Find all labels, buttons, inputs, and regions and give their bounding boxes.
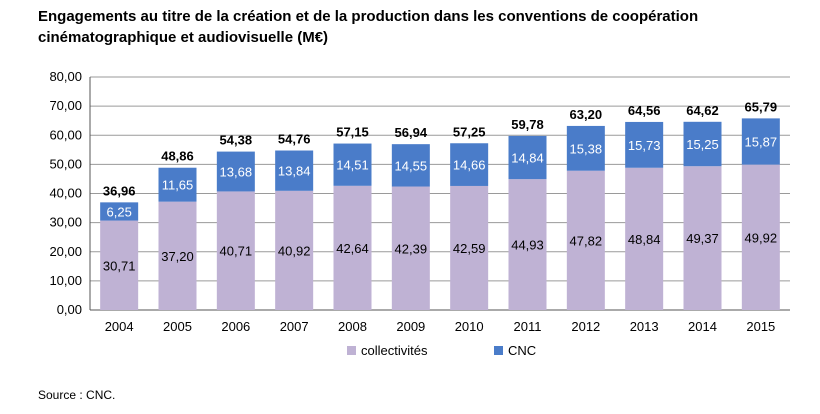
data-label-total: 54,76	[278, 132, 311, 147]
data-label-total: 36,96	[103, 183, 136, 198]
y-tick-label: 80,00	[49, 69, 82, 84]
data-label-total: 57,15	[336, 125, 369, 140]
bar-collectivites	[683, 166, 722, 310]
x-tick-label: 2011	[514, 319, 542, 334]
bar-collectivites	[275, 190, 314, 310]
data-label-cnc: 13,84	[278, 164, 311, 179]
data-label-cnc: 13,68	[220, 165, 253, 180]
x-tick-label: 2004	[105, 319, 134, 334]
bar-collectivites	[333, 185, 372, 310]
data-label-cnc: 14,66	[453, 158, 486, 173]
data-label-collectivites: 49,37	[686, 231, 719, 246]
data-label-total: 48,86	[161, 149, 194, 164]
data-label-collectivites: 42,39	[395, 241, 428, 256]
data-label-total: 54,38	[220, 133, 253, 148]
bar-cnc	[333, 143, 372, 186]
data-label-cnc: 15,25	[686, 137, 719, 152]
x-tick-label: 2010	[455, 319, 484, 334]
data-label-collectivites: 30,71	[103, 258, 136, 273]
bar-cnc	[625, 121, 664, 168]
data-label-total: 65,79	[745, 99, 778, 114]
data-label-collectivites: 42,64	[336, 241, 369, 256]
bar-collectivites	[566, 170, 605, 310]
data-label-total: 63,20	[570, 107, 603, 122]
bar-cnc	[450, 143, 489, 186]
data-label-collectivites: 48,84	[628, 232, 661, 247]
data-label-collectivites: 37,20	[161, 249, 194, 264]
data-label-cnc: 14,84	[511, 151, 544, 166]
data-label-collectivites: 44,93	[511, 238, 544, 253]
chart-title-line2: cinématographique et audiovisuelle (M€)	[38, 29, 329, 46]
bar-cnc	[216, 151, 255, 192]
y-tick-label: 60,00	[49, 127, 82, 142]
legend-item-cnc-label: CNC	[508, 343, 536, 358]
bar-cnc	[508, 135, 547, 180]
data-label-collectivites: 49,92	[745, 230, 778, 245]
bar-collectivites	[158, 201, 197, 310]
y-tick-label: 70,00	[49, 98, 82, 113]
data-label-collectivites: 47,82	[570, 233, 603, 248]
data-label-collectivites: 40,92	[278, 243, 311, 258]
bar-cnc	[158, 167, 197, 202]
bar-cnc	[566, 125, 605, 171]
x-tick-label: 2009	[396, 319, 425, 334]
chart-title: Engagements au titre de la création et d…	[38, 6, 808, 48]
bar-collectivites	[741, 164, 780, 310]
data-label-collectivites: 42,59	[453, 241, 486, 256]
x-tick-label: 2014	[688, 319, 717, 334]
bar-collectivites	[391, 186, 430, 310]
x-tick-label: 2005	[163, 319, 192, 334]
bar-cnc	[741, 118, 780, 165]
bar-cnc	[275, 150, 314, 191]
data-label-total: 57,25	[453, 124, 486, 139]
data-label-cnc: 15,38	[570, 141, 603, 156]
data-label-collectivites: 40,71	[220, 244, 253, 259]
x-tick-label: 2007	[280, 319, 309, 334]
bar-cnc	[100, 202, 139, 221]
data-label-total: 59,78	[511, 117, 544, 132]
x-tick-label: 2006	[221, 319, 250, 334]
bar-collectivites	[100, 220, 139, 310]
data-label-cnc: 6,25	[107, 204, 132, 219]
data-label-cnc: 14,55	[395, 158, 428, 173]
data-label-cnc: 15,87	[745, 134, 778, 149]
data-label-cnc: 14,51	[336, 158, 369, 173]
y-tick-label: 10,00	[49, 273, 82, 288]
data-label-total: 64,56	[628, 103, 661, 118]
y-tick-label: 40,00	[49, 186, 82, 201]
y-tick-label: 20,00	[49, 244, 82, 259]
bar-collectivites	[625, 167, 664, 310]
x-tick-label: 2013	[630, 319, 659, 334]
data-label-cnc: 15,73	[628, 138, 661, 153]
x-tick-label: 2008	[338, 319, 367, 334]
data-label-total: 56,94	[395, 125, 428, 140]
legend-item-cnc-swatch	[494, 346, 503, 355]
bar-collectivites	[216, 191, 255, 310]
bar-cnc	[683, 121, 722, 167]
data-label-total: 64,62	[686, 103, 719, 118]
x-tick-label: 2015	[746, 319, 775, 334]
legend-item-collectivites-label: collectivités	[361, 343, 428, 358]
bar-collectivites	[508, 179, 547, 310]
chart-title-line1: Engagements au titre de la création et d…	[38, 8, 699, 25]
x-tick-label: 2012	[571, 319, 600, 334]
y-tick-label: 0,00	[57, 302, 82, 317]
bar-collectivites	[450, 185, 489, 310]
y-tick-label: 30,00	[49, 215, 82, 230]
y-tick-label: 50,00	[49, 156, 82, 171]
bar-cnc	[391, 144, 430, 187]
source-note: Source : CNC.	[38, 388, 116, 402]
legend-item-collectivites-swatch	[347, 346, 356, 355]
data-label-cnc: 11,65	[162, 178, 194, 193]
